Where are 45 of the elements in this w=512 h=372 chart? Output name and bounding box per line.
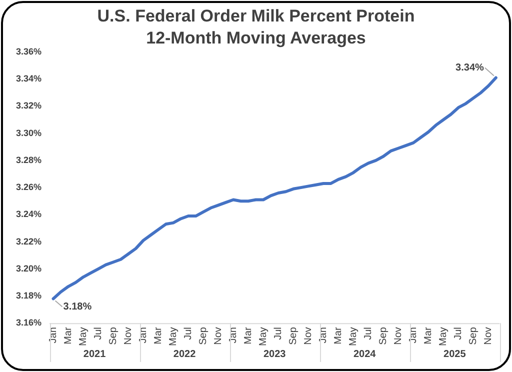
x-tick-label: Mar: [63, 326, 74, 344]
text: 2021: [83, 348, 106, 360]
text: 2022: [173, 348, 196, 360]
x-tick-label: May: [78, 327, 90, 346]
x-tick-label: Mar: [333, 326, 344, 344]
x-tick-label: Nov: [483, 327, 494, 345]
data-label: 3.34%: [456, 62, 484, 74]
x-tick-label: May: [438, 327, 450, 346]
x-tick-label: Mar: [243, 326, 254, 344]
x-tick-label: May: [258, 327, 270, 346]
data-label: 3.18%: [63, 301, 92, 312]
y-tick-label: 3.16%: [16, 318, 42, 328]
x-tick-label: Sep: [468, 326, 480, 345]
x-tick-label: May: [348, 327, 360, 346]
x-tick-label: May: [168, 327, 180, 346]
chart-title: U.S. Federal Order Milk Percent Protein: [97, 6, 415, 26]
text: 2023: [263, 348, 286, 360]
y-tick-label: 3.28%: [16, 154, 42, 165]
x-tick-label: Nov: [303, 327, 314, 345]
y-tick-label: 3.20%: [16, 263, 42, 274]
y-tick-label: 3.36%: [16, 46, 42, 56]
x-tick-label: Mar: [423, 326, 434, 344]
x-tick-label: Jul: [183, 327, 194, 340]
text: 2024: [353, 348, 376, 360]
x-tick-label: Jul: [453, 327, 464, 340]
text: 2025: [444, 348, 466, 360]
chart-subtitle: 12-Month Moving Averages: [146, 28, 366, 48]
x-tick-label: Nov: [393, 327, 404, 345]
x-tick-label: Nov: [123, 327, 134, 345]
y-tick-label: 3.18%: [16, 290, 42, 300]
x-tick-label: Jul: [273, 327, 284, 340]
y-tick-label: 3.24%: [16, 209, 42, 220]
x-tick-label: Sep: [198, 326, 210, 345]
x-tick-label: Mar: [153, 326, 164, 344]
x-tick-label: Sep: [288, 326, 300, 345]
x-tick-label: Jul: [363, 327, 374, 340]
y-tick-label: 3.32%: [16, 100, 42, 111]
y-tick-label: 3.30%: [16, 128, 42, 138]
y-tick-label: 3.26%: [16, 182, 42, 192]
y-tick-label: 3.22%: [16, 236, 42, 246]
x-tick-label: Sep: [378, 326, 390, 345]
x-tick-label: Jul: [93, 327, 104, 340]
y-tick-label: 3.34%: [16, 74, 42, 84]
x-tick-label: Sep: [108, 326, 120, 345]
x-tick-label: Nov: [213, 327, 224, 345]
